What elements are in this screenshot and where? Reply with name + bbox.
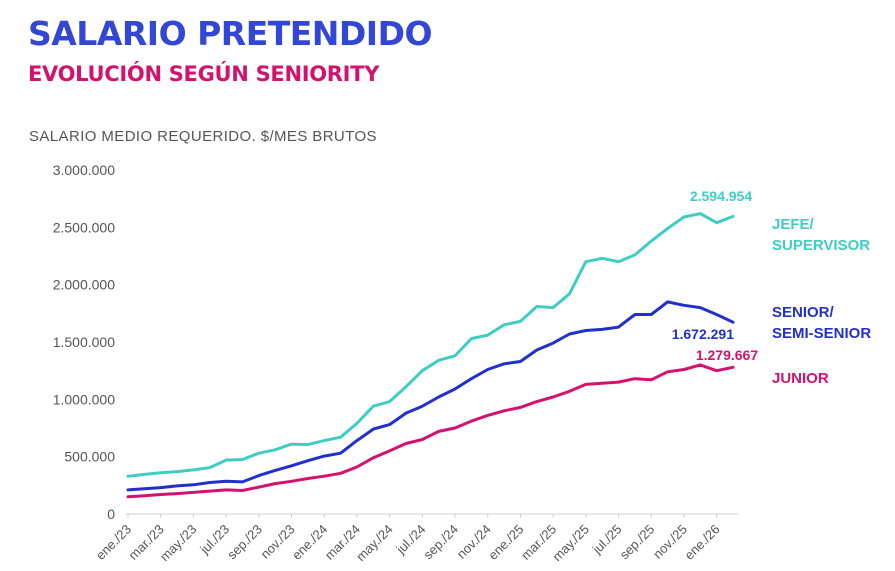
x-tick-label: sep./24 bbox=[420, 522, 461, 563]
legend-label: JEFE/ bbox=[772, 216, 815, 233]
x-tick-label: may./23 bbox=[157, 522, 200, 565]
chart-title: SALARIO PRETENDIDO bbox=[28, 14, 433, 53]
y-tick-label: 2.500.000 bbox=[53, 219, 115, 235]
y-tick-label: 3.000.000 bbox=[53, 162, 115, 178]
x-tick-label: ene./26 bbox=[681, 522, 722, 563]
legend-label: JUNIOR bbox=[772, 370, 829, 387]
x-tick-label: sep./25 bbox=[617, 522, 658, 563]
series-end-value-label: 1.279.667 bbox=[696, 347, 758, 363]
legend-label: SENIOR/ bbox=[772, 304, 835, 321]
y-tick-label: 2.000.000 bbox=[53, 277, 115, 293]
y-axis-label: SALARIO MEDIO REQUERIDO. $/MES BRUTOS bbox=[29, 128, 377, 145]
series-end-value-label: 1.672.291 bbox=[672, 326, 734, 342]
chart-subtitle: EVOLUCIÓN SEGÚN SENIORITY bbox=[28, 62, 380, 86]
x-tick-label: ene./25 bbox=[485, 522, 526, 563]
y-tick-label: 0 bbox=[107, 506, 115, 522]
x-tick-label: ene./23 bbox=[93, 522, 134, 563]
y-tick-label: 1.500.000 bbox=[53, 334, 115, 350]
legend-label: SUPERVISOR bbox=[772, 237, 870, 254]
x-tick-label: sep./23 bbox=[224, 522, 265, 563]
y-tick-label: 500.000 bbox=[64, 449, 115, 465]
y-tick-label: 1.000.000 bbox=[53, 391, 115, 407]
x-tick-label: ene./24 bbox=[289, 522, 330, 563]
series-line-1 bbox=[126, 212, 735, 478]
series-line-2 bbox=[126, 300, 735, 492]
x-tick-label: may./25 bbox=[549, 522, 592, 565]
legend-label: SEMI-SENIOR bbox=[772, 325, 871, 342]
series-end-value-label: 2.594.954 bbox=[690, 188, 752, 204]
series-line-3 bbox=[126, 363, 735, 499]
x-tick-label: may./24 bbox=[353, 522, 396, 565]
